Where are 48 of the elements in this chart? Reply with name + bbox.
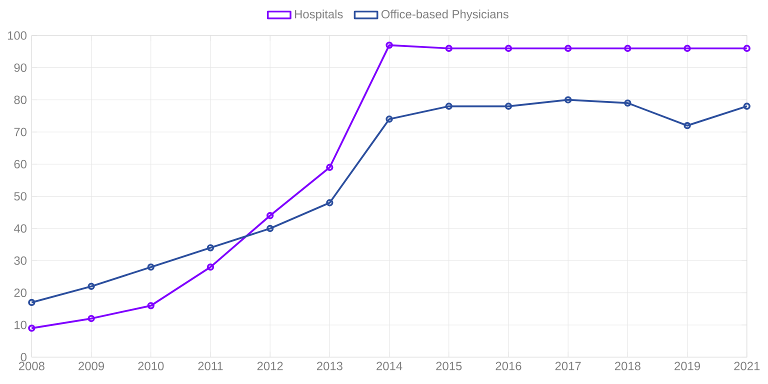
point [386,42,393,49]
point [624,44,632,52]
point [386,116,393,123]
point [564,96,572,104]
x-tick-label: 2017 [555,362,581,370]
point [88,282,95,290]
y-tick-label: 10 [14,320,27,330]
y-tick-label: 40 [14,224,27,233]
x-tick-label: 2009 [78,362,104,370]
y-tick-label: 60 [14,160,27,168]
point [624,99,632,107]
x-tick-label: 2010 [138,362,164,370]
y-tick-label: 80 [14,96,27,104]
point [147,302,154,310]
point [326,199,334,206]
legend-label: Hospitals [295,10,343,21]
y-tick-label: 30 [14,256,27,265]
x-tick-label: 2021 [734,362,760,370]
point [147,263,154,271]
point [88,314,95,322]
point [445,102,452,110]
y-tick-label: 100 [8,31,27,40]
x-tick-label: 2016 [496,362,522,370]
y-tick-label: 70 [14,128,27,136]
point [684,122,691,130]
point [504,44,512,52]
x-tick-label: 2018 [614,362,640,370]
point [684,44,691,52]
legend-label: Office-based Physicians [381,10,508,21]
x-tick-label: 2014 [376,362,402,370]
point [206,244,214,252]
point [266,212,274,220]
y-tick-label: 90 [14,63,27,72]
y-tick-label: 20 [14,288,27,298]
point [326,164,334,171]
x-tick-label: 2013 [316,362,342,370]
x-tick-label: 2015 [436,362,462,370]
point [564,44,572,52]
x-tick-label: 2012 [257,362,283,370]
x-tick-label: 2019 [674,362,700,370]
y-tick-label: 50 [14,192,27,201]
point [445,44,452,52]
point [206,263,214,271]
x-tick-label: 2011 [198,362,223,370]
point [266,224,274,232]
y-tick-label: 0 [20,352,27,362]
x-tick-label: 2008 [18,362,44,370]
point [504,102,512,110]
